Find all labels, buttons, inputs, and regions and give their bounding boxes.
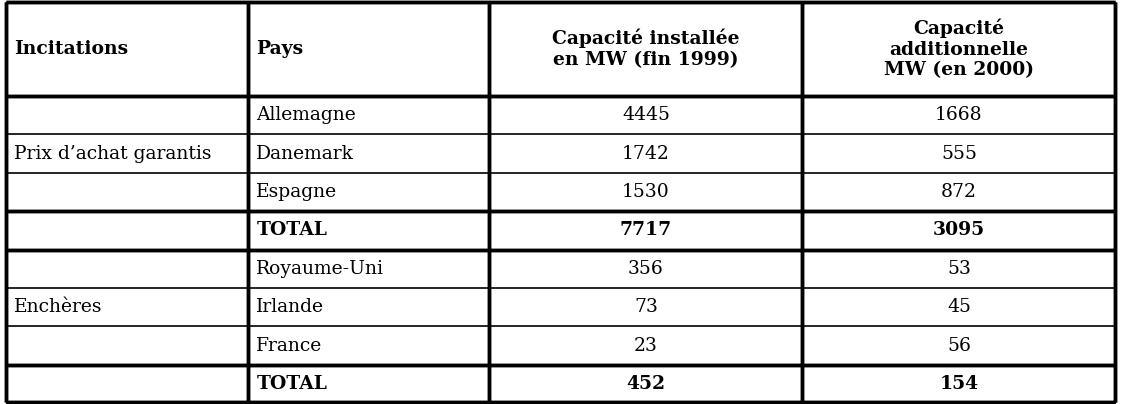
Text: TOTAL: TOTAL [257,221,327,240]
Text: 1742: 1742 [622,145,670,162]
Text: 555: 555 [941,145,976,162]
Text: Prix d’achat garantis: Prix d’achat garantis [15,145,212,162]
Text: 1668: 1668 [935,106,983,124]
Text: 452: 452 [627,375,666,393]
Text: 23: 23 [634,337,658,355]
Text: 73: 73 [634,298,658,316]
Text: Danemark: Danemark [257,145,354,162]
Bar [6,365,248,403]
Text: 3095: 3095 [933,221,985,240]
Text: Capacité installée
en MW (fin 1999): Capacité installée en MW (fin 1999) [553,29,740,69]
Bar [6,211,248,250]
Text: 53: 53 [947,260,971,278]
Text: Incitations: Incitations [15,40,129,58]
Text: Royaume-Uni: Royaume-Uni [257,260,385,278]
Text: 1530: 1530 [622,183,670,201]
Text: 4445: 4445 [622,106,670,124]
Text: 154: 154 [939,375,979,393]
Text: 356: 356 [628,260,664,278]
Text: Enchères: Enchères [15,298,103,316]
Text: Capacité
additionnelle
MW (en 2000): Capacité additionnelle MW (en 2000) [884,19,1034,80]
Bar [6,96,248,211]
Text: Irlande: Irlande [257,298,324,316]
Text: Pays: Pays [257,40,304,58]
Text: Allemagne: Allemagne [257,106,356,124]
Text: TOTAL: TOTAL [257,375,327,393]
Text: 872: 872 [941,183,976,201]
Bar [6,250,248,365]
Text: Espagne: Espagne [257,183,337,201]
Text: 56: 56 [947,337,971,355]
Text: 45: 45 [947,298,971,316]
Text: 7717: 7717 [620,221,671,240]
Text: France: France [257,337,323,355]
